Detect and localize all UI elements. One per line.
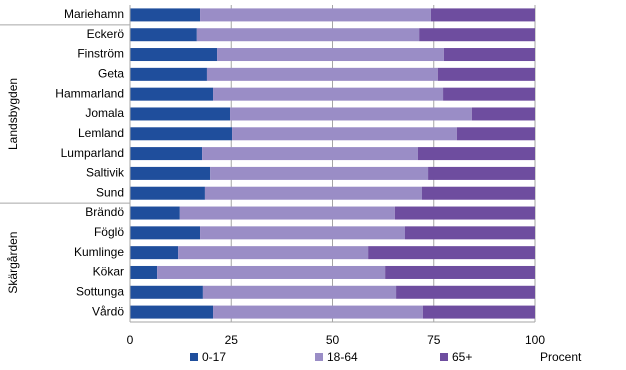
bar-segment xyxy=(202,285,397,299)
bar-segment xyxy=(130,48,218,62)
bar-segment xyxy=(422,305,535,319)
bar-segment xyxy=(130,28,197,42)
y-tick-label: Eckerö xyxy=(87,27,125,41)
bar-segment xyxy=(178,246,369,260)
x-tick-label: 50 xyxy=(326,333,340,347)
bar-segment xyxy=(456,127,535,141)
legend-swatch xyxy=(315,353,323,361)
bar-segment xyxy=(419,28,535,42)
bar-segment xyxy=(130,285,203,299)
bar-segment xyxy=(428,166,535,180)
bar-segment xyxy=(417,147,535,161)
x-tick-label: 100 xyxy=(525,333,545,347)
legend-label: 0-17 xyxy=(202,350,226,364)
bar-segment xyxy=(130,87,214,101)
y-tick-label: Föglö xyxy=(94,225,124,239)
bar-segment xyxy=(179,206,395,220)
bar-segment xyxy=(130,166,211,180)
bar-segment xyxy=(130,127,233,141)
x-axis-label: Procent xyxy=(540,350,582,364)
bar-segment xyxy=(130,226,201,240)
bar-segment xyxy=(230,107,472,121)
y-tick-label: Sund xyxy=(96,185,124,199)
bar-segment xyxy=(130,305,214,319)
y-tick-label: Saltivik xyxy=(86,166,125,180)
bar-segment xyxy=(130,147,203,161)
bar-segment xyxy=(206,67,438,81)
bar-segment xyxy=(404,226,535,240)
bar-segment xyxy=(130,206,180,220)
legend-label: 18-64 xyxy=(327,350,358,364)
y-tick-label: Sottunga xyxy=(76,284,124,298)
bar-segment xyxy=(394,206,535,220)
bar-segment xyxy=(210,166,429,180)
x-tick-label: 0 xyxy=(127,333,134,347)
y-tick-label: Kumlinge xyxy=(74,245,124,259)
group-label: Landsbygden xyxy=(6,78,20,150)
bar-segment xyxy=(200,226,405,240)
group-label: Skärgården xyxy=(6,232,20,294)
bar-segment xyxy=(196,28,420,42)
bar-segment xyxy=(200,8,431,22)
y-tick-label: Brändö xyxy=(85,205,124,219)
bar-segment xyxy=(130,107,231,121)
bar-segment xyxy=(130,265,158,279)
y-tick-label: Lumparland xyxy=(61,146,124,160)
y-tick-label: Kökar xyxy=(93,265,124,279)
bar-segment xyxy=(204,186,423,200)
bar-segment xyxy=(443,48,535,62)
bar-segment xyxy=(437,67,535,81)
bar-segment xyxy=(130,67,207,81)
bar-segment xyxy=(202,147,418,161)
bar-segment xyxy=(157,265,386,279)
bar-segment xyxy=(368,246,535,260)
legend-swatch xyxy=(190,353,198,361)
bar-segment xyxy=(130,246,179,260)
y-tick-label: Mariehamn xyxy=(64,7,124,21)
bar-segment xyxy=(422,186,535,200)
legend-label: 65+ xyxy=(452,350,472,364)
bar-segment xyxy=(213,87,444,101)
legend-swatch xyxy=(440,353,448,361)
x-tick-label: 75 xyxy=(427,333,441,347)
y-tick-label: Lemland xyxy=(78,126,124,140)
bar-segment xyxy=(130,8,201,22)
y-tick-label: Vårdö xyxy=(92,304,124,318)
bar-segment xyxy=(130,186,205,200)
bar-segment xyxy=(232,127,457,141)
y-tick-label: Finström xyxy=(77,47,124,61)
bar-segment xyxy=(396,285,535,299)
y-tick-label: Hammarland xyxy=(55,86,124,100)
bar-segment xyxy=(471,107,535,121)
y-tick-label: Geta xyxy=(98,67,124,81)
bar-segment xyxy=(217,48,444,62)
bar-segment xyxy=(443,87,535,101)
bar-segment xyxy=(430,8,535,22)
bar-segment xyxy=(385,265,535,279)
x-tick-label: 25 xyxy=(225,333,239,347)
bar-segment xyxy=(213,305,423,319)
y-tick-label: Jomala xyxy=(85,106,124,120)
